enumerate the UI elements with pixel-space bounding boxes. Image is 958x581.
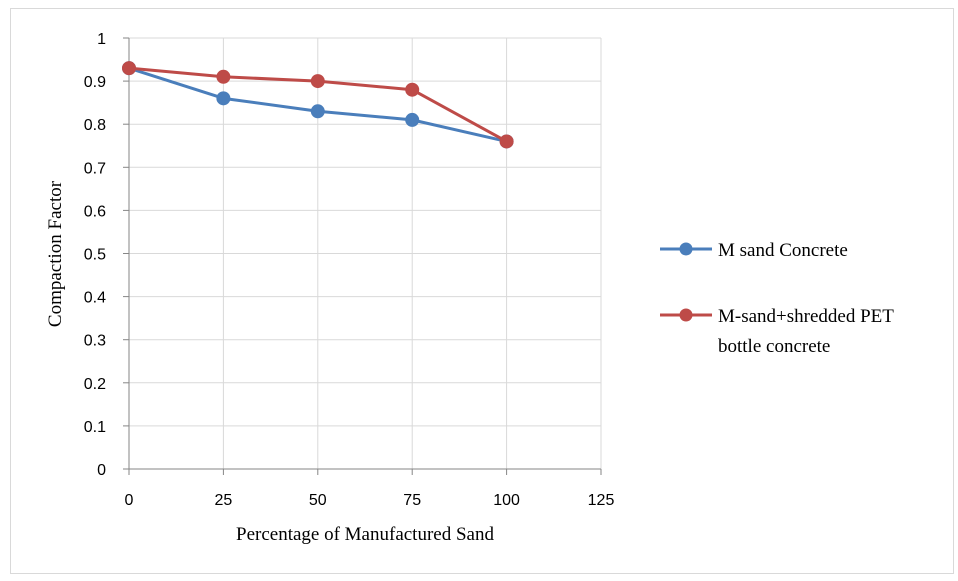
x-axis-title: Percentage of Manufactured Sand — [236, 524, 494, 545]
x-tick-label: 100 — [493, 492, 520, 509]
y-tick-label: 0.2 — [84, 376, 106, 393]
x-tick-labels: 0 25 50 75 100 125 — [125, 492, 615, 509]
data-point — [310, 104, 325, 119]
y-tick-label: 0.8 — [84, 117, 106, 134]
y-tick-label: 0 — [97, 462, 106, 479]
y-axis-title: Compaction Factor — [45, 180, 66, 327]
legend-label: M sand Concrete — [718, 240, 848, 261]
y-tick-label: 0.3 — [84, 333, 106, 350]
series-2 — [122, 61, 514, 149]
data-point — [405, 112, 420, 127]
y-tick-label: 0.1 — [84, 419, 106, 436]
y-tick-label: 0.6 — [84, 203, 106, 220]
gridlines — [129, 37, 602, 469]
x-tick-label: 125 — [588, 492, 615, 509]
x-tick-label: 0 — [125, 492, 134, 509]
axes — [123, 37, 602, 475]
y-tick-label: 0.4 — [84, 290, 106, 307]
y-tick-labels: 0 0.1 0.2 0.3 0.4 0.5 0.6 0.7 0.8 0.9 1 — [84, 31, 106, 479]
y-tick-label: 0.7 — [84, 160, 106, 177]
legend-item-1: M sand Concrete — [660, 240, 848, 261]
legend-swatch-marker — [679, 308, 693, 322]
x-tick-label: 25 — [215, 492, 233, 509]
legend: M sand Concrete M-sand+shredded PET bottle… — [660, 240, 894, 357]
legend-swatch-marker — [679, 242, 693, 256]
y-tick-label: 1 — [97, 31, 106, 48]
data-point — [216, 91, 231, 106]
data-point — [216, 69, 231, 84]
y-tick-label: 0.9 — [84, 74, 106, 91]
legend-item-2: M-sand+shredded PET bottle concrete — [660, 306, 894, 357]
data-point — [405, 82, 420, 97]
x-tick-label: 50 — [309, 492, 327, 509]
chart-frame — [10, 8, 954, 574]
data-point — [310, 74, 325, 89]
y-tick-label: 0.5 — [84, 247, 106, 264]
data-point — [122, 61, 136, 76]
series-group — [122, 61, 514, 149]
x-tick-label: 75 — [403, 492, 421, 509]
legend-label: M-sand+shredded PET — [718, 306, 894, 327]
legend-label: bottle concrete — [718, 336, 830, 357]
data-point — [499, 134, 514, 149]
